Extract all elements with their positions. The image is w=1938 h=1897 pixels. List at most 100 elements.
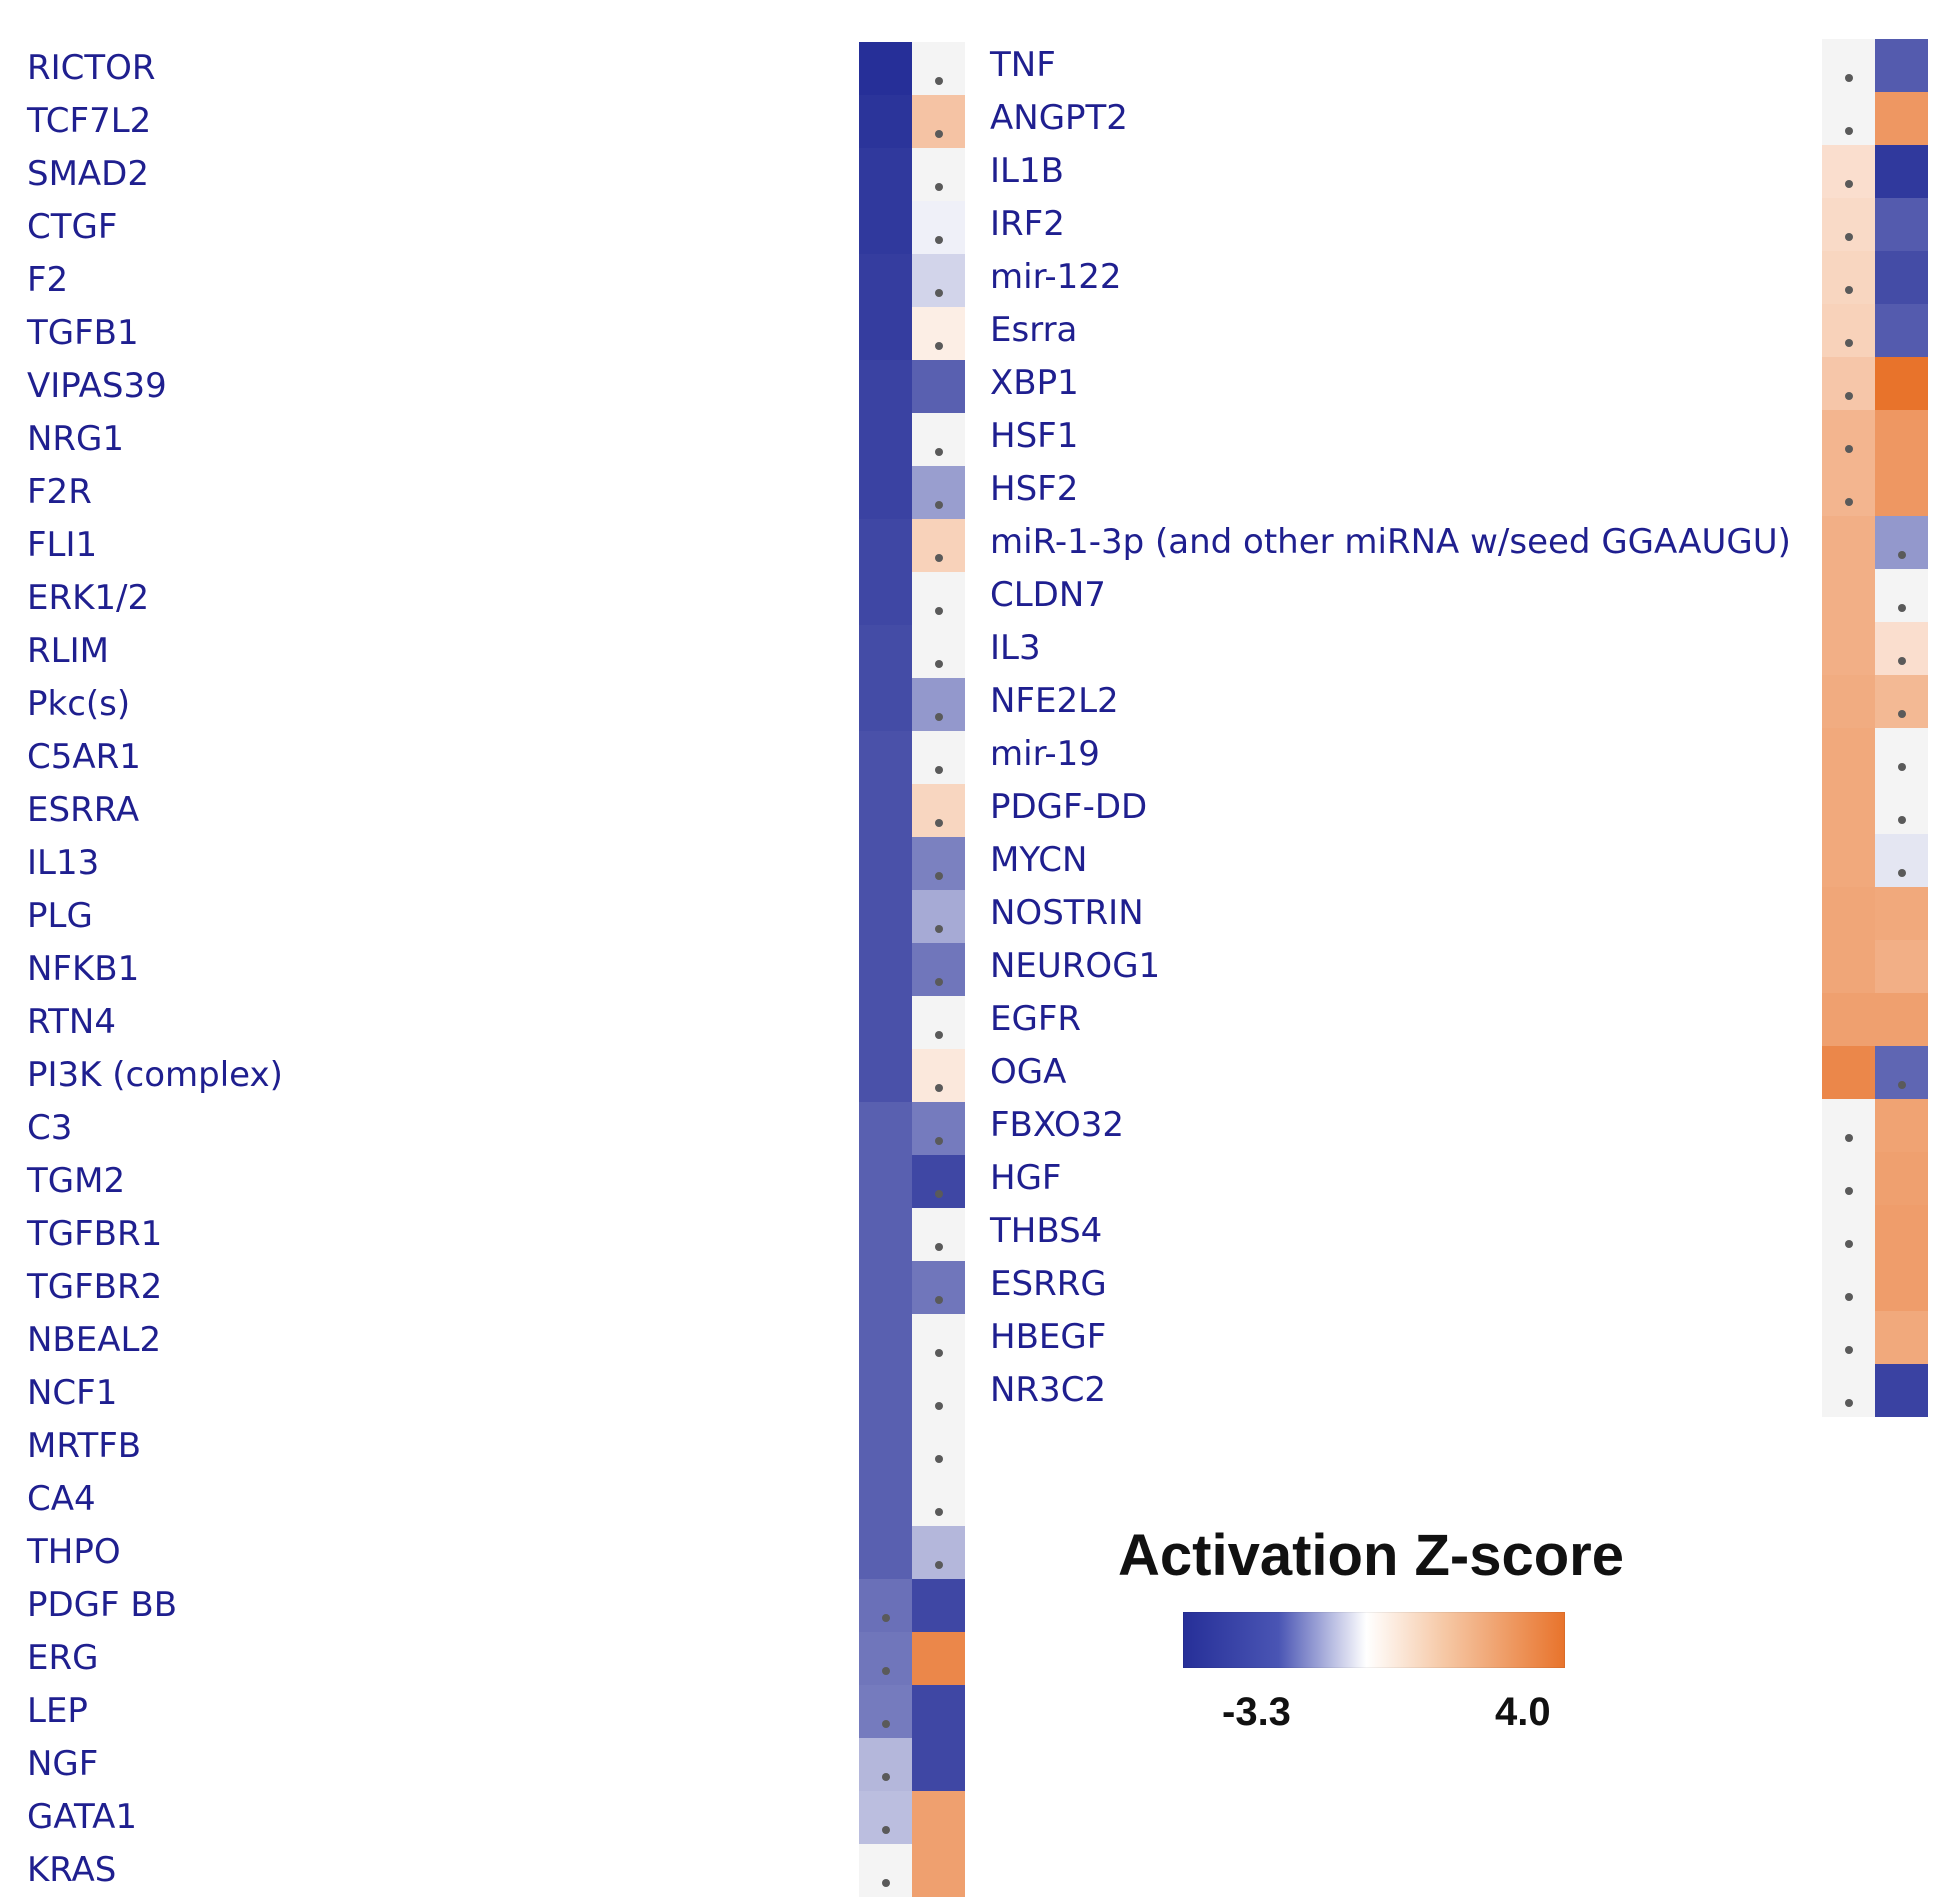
- row-label: PDGF BB: [27, 1585, 178, 1625]
- row-label: CTGF: [27, 207, 118, 247]
- colorbar-max-label: 4.0: [1495, 1690, 1551, 1734]
- heatmap-cell: [1822, 887, 1875, 940]
- colorbar-gradient: [1183, 1612, 1565, 1668]
- heatmap-cell: [912, 360, 965, 413]
- heatmap-cell: [1822, 304, 1875, 357]
- significance-dot: [934, 1295, 943, 1304]
- heatmap-cell: [1875, 1205, 1928, 1258]
- significance-dot: [934, 76, 943, 85]
- significance-dot: [934, 1560, 943, 1569]
- heatmap-cell: [912, 1579, 965, 1632]
- significance-dot: [1897, 603, 1906, 612]
- heatmap-cell: [912, 1526, 965, 1579]
- significance-dot: [934, 765, 943, 774]
- row-label: miR-1-3p (and other miRNA w/seed GGAAUGU…: [990, 522, 1791, 562]
- heatmap-cell: [912, 1102, 965, 1155]
- heatmap-cell: [859, 1685, 912, 1738]
- significance-dot: [1897, 868, 1906, 877]
- row-label: FBXO32: [990, 1105, 1125, 1145]
- heatmap-cell: [912, 1420, 965, 1473]
- heatmap-cell: [1822, 463, 1875, 516]
- heatmap-cell: [859, 42, 912, 95]
- heatmap-cell: [859, 1791, 912, 1844]
- heatmap-cell: [1875, 675, 1928, 728]
- colorbar-min-label: -3.3: [1222, 1690, 1291, 1734]
- significance-dot: [1897, 550, 1906, 559]
- row-label: TCF7L2: [27, 101, 152, 141]
- heatmap-cell: [912, 1261, 965, 1314]
- heatmap-cell: [912, 890, 965, 943]
- heatmap-cell: [1875, 1258, 1928, 1311]
- heatmap-cell: [912, 1844, 965, 1897]
- heatmap-cell: [912, 1314, 965, 1367]
- significance-dot: [934, 500, 943, 509]
- significance-dot: [934, 1401, 943, 1410]
- heatmap-cell: [1822, 675, 1875, 728]
- heatmap-cell: [859, 519, 912, 572]
- heatmap-cell: [1822, 834, 1875, 887]
- heatmap-cell: [912, 254, 965, 307]
- row-label: ANGPT2: [990, 98, 1128, 138]
- row-label: HGF: [990, 1158, 1062, 1198]
- heatmap-cell: [1875, 304, 1928, 357]
- legend-title: Activation Z-score: [1118, 1523, 1624, 1588]
- heatmap-cell: [912, 307, 965, 360]
- row-label: KRAS: [27, 1850, 117, 1890]
- heatmap-cell: [912, 519, 965, 572]
- heatmap-cell: [1875, 410, 1928, 463]
- heatmap-cell: [1875, 39, 1928, 92]
- heatmap-cell: [1875, 463, 1928, 516]
- heatmap-cell: [912, 1685, 965, 1738]
- heatmap-cell: [859, 890, 912, 943]
- row-label: C5AR1: [27, 737, 141, 777]
- row-label: RLIM: [27, 631, 109, 671]
- significance-dot: [881, 1719, 890, 1728]
- row-label: IL13: [27, 843, 100, 883]
- significance-dot: [1844, 73, 1853, 82]
- significance-dot: [934, 553, 943, 562]
- heatmap-cell: [912, 1367, 965, 1420]
- heatmap-cell: [1822, 728, 1875, 781]
- heatmap-cell: [1822, 516, 1875, 569]
- heatmap-cell: [912, 572, 965, 625]
- heatmap-cell: [859, 95, 912, 148]
- heatmap-cell: [859, 731, 912, 784]
- row-label: PLG: [27, 896, 93, 936]
- significance-dot: [934, 235, 943, 244]
- significance-dot: [1844, 1239, 1853, 1248]
- row-label: FLI1: [27, 525, 98, 565]
- heatmap-cell: [859, 1261, 912, 1314]
- row-label: TGM2: [27, 1161, 126, 1201]
- row-label: TGFBR1: [27, 1214, 163, 1254]
- significance-dot: [934, 977, 943, 986]
- row-label: NR3C2: [990, 1370, 1107, 1410]
- row-label: MRTFB: [27, 1426, 142, 1466]
- row-label: RTN4: [27, 1002, 116, 1042]
- heatmap-cell: [912, 466, 965, 519]
- row-label: F2R: [27, 472, 92, 512]
- row-label: Esrra: [990, 310, 1078, 350]
- heatmap-cell: [1822, 781, 1875, 834]
- row-label: mir-122: [990, 257, 1122, 297]
- row-label: IL3: [990, 628, 1041, 668]
- row-label: IRF2: [990, 204, 1065, 244]
- row-label: OGA: [990, 1052, 1067, 1092]
- significance-dot: [934, 1348, 943, 1357]
- heatmap-cell: [912, 784, 965, 837]
- heatmap-cell: [912, 42, 965, 95]
- heatmap-cell: [912, 148, 965, 201]
- heatmap-cell: [859, 1738, 912, 1791]
- row-label: mir-19: [990, 734, 1100, 774]
- row-label: ERG: [27, 1638, 99, 1678]
- row-label: EGFR: [990, 999, 1082, 1039]
- row-label: F2: [27, 260, 69, 300]
- significance-dot: [1844, 179, 1853, 188]
- heatmap-cell: [1822, 569, 1875, 622]
- significance-dot: [934, 606, 943, 615]
- heatmap-cell: [1822, 940, 1875, 993]
- heatmap-cell: [912, 1208, 965, 1261]
- row-label: HSF1: [990, 416, 1079, 456]
- significance-dot: [1844, 1292, 1853, 1301]
- heatmap-cell: [1875, 92, 1928, 145]
